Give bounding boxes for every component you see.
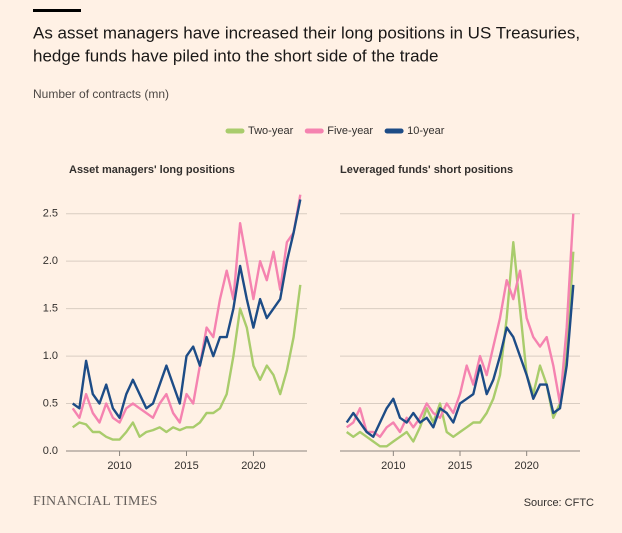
legend-label: 10-year — [407, 125, 445, 137]
x-tick-label: 2010 — [381, 460, 405, 472]
legend: Two-year Five-year 10-year — [225, 125, 445, 137]
top-bar — [33, 9, 81, 12]
x-tick-label: 2020 — [241, 460, 265, 472]
panel-title: Asset managers' long positions — [69, 164, 235, 176]
series-line — [72, 284, 302, 441]
y-tick-label: 2.5 — [43, 208, 58, 220]
series-line — [345, 284, 575, 438]
legend-label: Two-year — [248, 125, 294, 137]
y-tick-label: 2.0 — [43, 255, 58, 267]
y-tick-label: 0.0 — [43, 445, 58, 457]
brand: FINANCIAL TIMES — [33, 494, 158, 509]
series-line — [72, 199, 302, 419]
title-line: As asset managers have increased their l… — [33, 23, 580, 42]
subtitle: Number of contracts (mn) — [33, 87, 169, 101]
series-line — [345, 213, 575, 438]
y-tick-label: 1.5 — [43, 303, 58, 315]
title-line: hedge funds have piled into the short si… — [33, 46, 438, 65]
x-tick-label: 2020 — [514, 460, 538, 472]
source: Source: CFTC — [524, 497, 594, 509]
series-line — [71, 194, 302, 424]
x-tick-label: 2010 — [107, 460, 131, 472]
series-line — [345, 241, 575, 448]
y-tick-label: 0.5 — [43, 397, 58, 409]
panel-title: Leveraged funds' short positions — [340, 164, 513, 176]
x-tick-label: 2015 — [448, 460, 472, 472]
y-tick-label: 1.0 — [43, 350, 58, 362]
legend-label: Five-year — [327, 125, 373, 137]
x-tick-label: 2015 — [174, 460, 198, 472]
